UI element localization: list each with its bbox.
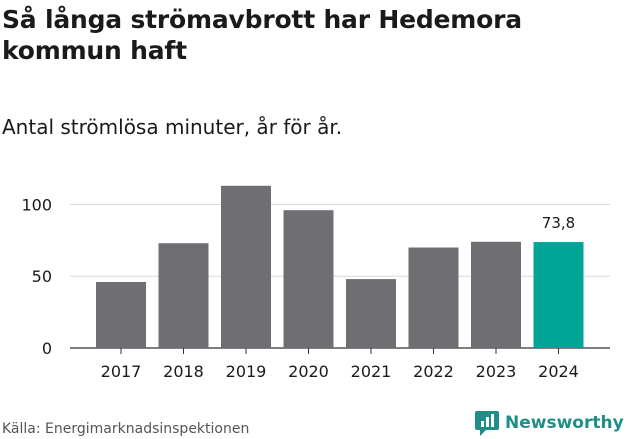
source-note: Källa: Energimarknadsinspektionen	[2, 421, 250, 437]
x-tick-label: 2024	[538, 362, 579, 381]
x-tick-label: 2020	[288, 362, 329, 381]
bar-2021	[346, 279, 396, 348]
bar-2022	[408, 247, 459, 348]
chart-title: Så långa strömavbrott har Hedemora kommu…	[2, 5, 522, 65]
bar-2024	[533, 242, 584, 348]
x-tick-label: 2022	[413, 362, 454, 381]
bar-2023	[471, 241, 521, 348]
brand-name: Newsworthy	[505, 413, 624, 433]
newsworthy-logo-icon	[475, 411, 499, 436]
bar-chart: 0 50 100 2017 2018 2019 2020 2021 2022 2023 2024 73…	[21, 185, 610, 381]
y-tick-label: 0	[42, 339, 52, 358]
bar-2018	[158, 243, 209, 348]
brand-logo: Newsworthy	[474, 408, 624, 438]
labels: 0 50 100 2017 2018 2019 2020 2021 2022 2023 2024 73…	[21, 195, 578, 381]
bar-2019	[221, 185, 271, 348]
bar-2020	[283, 210, 334, 348]
x-tick-label: 2023	[476, 362, 517, 381]
grid-lines	[70, 203, 610, 354]
x-tick-label: 2018	[163, 362, 204, 381]
data-label: 73,8	[542, 214, 575, 232]
y-tick-label: 100	[21, 195, 52, 214]
bars	[96, 185, 584, 348]
bar-2017	[96, 281, 146, 348]
x-tick-label: 2021	[351, 362, 392, 381]
chart-subtitle: Antal strömlösa minuter, år för år.	[2, 115, 343, 139]
y-tick-label: 50	[32, 267, 52, 286]
x-tick-label: 2019	[226, 362, 267, 381]
x-tick-label: 2017	[101, 362, 142, 381]
